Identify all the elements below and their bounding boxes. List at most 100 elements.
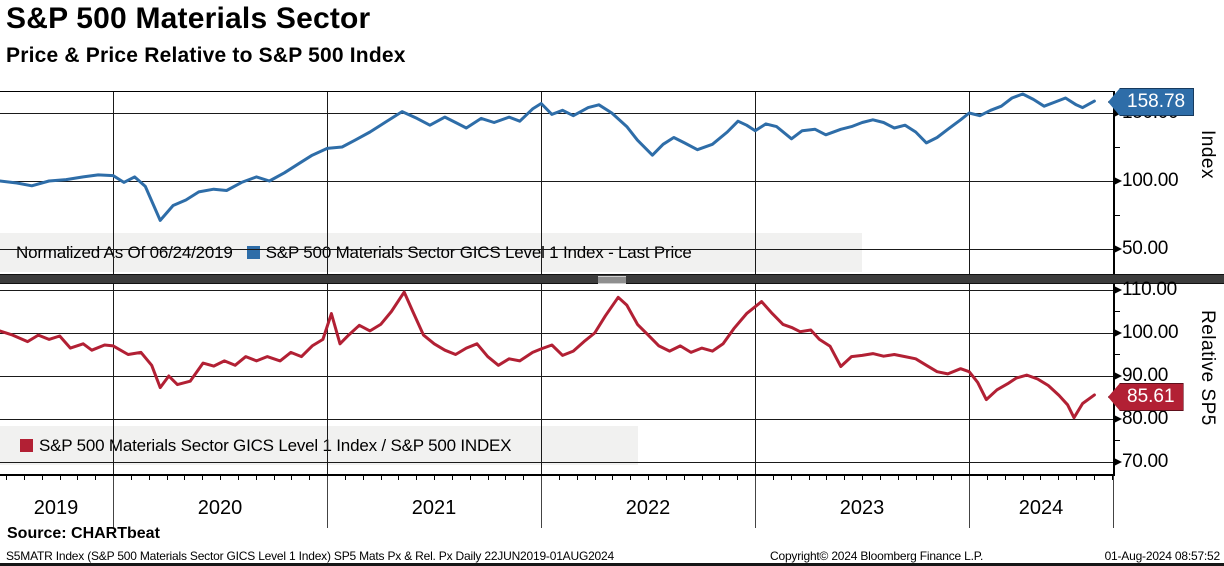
footer-ticker-info: S5MATR Index (S&P 500 Materials Sector G… bbox=[6, 549, 614, 563]
gridline-horizontal bbox=[0, 181, 1113, 182]
month-tick bbox=[398, 476, 400, 480]
year-label: 2021 bbox=[411, 497, 457, 519]
footer-timestamp: 01-Aug-2024 08:57:52 bbox=[1104, 549, 1221, 563]
ytick-label: 110.00 bbox=[1122, 279, 1177, 300]
month-tick bbox=[951, 476, 953, 480]
year-label: 2020 bbox=[197, 497, 243, 519]
month-tick bbox=[844, 476, 846, 480]
x-axis-line bbox=[0, 474, 1115, 476]
month-tick bbox=[380, 476, 382, 480]
month-tick bbox=[237, 476, 239, 480]
year-label: 2022 bbox=[625, 497, 671, 519]
month-tick bbox=[59, 476, 61, 480]
ytick-label: 50.00 bbox=[1122, 238, 1169, 259]
year-separator bbox=[113, 476, 114, 528]
year-separator bbox=[1113, 476, 1114, 528]
year-separator bbox=[969, 476, 970, 528]
month-tick bbox=[95, 476, 97, 480]
year-separator bbox=[755, 476, 756, 528]
month-tick bbox=[434, 476, 435, 480]
last-price-badge-relative[interactable]: 85.61 bbox=[1108, 383, 1184, 411]
month-tick bbox=[220, 476, 221, 480]
month-tick bbox=[77, 476, 79, 480]
source-line: Source: CHARTbeat bbox=[7, 525, 160, 542]
tick-arrow-icon bbox=[1114, 372, 1122, 380]
ytick-label: 100.00 bbox=[1122, 170, 1179, 191]
month-tick bbox=[683, 476, 685, 480]
year-label: 2023 bbox=[839, 497, 885, 519]
month-tick bbox=[1093, 476, 1095, 480]
month-tick bbox=[523, 476, 525, 480]
minor-tick bbox=[1114, 354, 1120, 355]
month-tick bbox=[309, 476, 311, 480]
month-tick bbox=[1022, 476, 1024, 480]
bottom-axis-caption: Relative SP5 bbox=[1197, 310, 1218, 426]
month-tick bbox=[1040, 476, 1042, 480]
gridline-horizontal bbox=[0, 333, 1113, 334]
month-tick bbox=[291, 476, 293, 480]
month-tick bbox=[594, 476, 596, 480]
panel-resize-handle-icon[interactable] bbox=[598, 276, 626, 284]
month-tick bbox=[719, 476, 721, 480]
gridline-horizontal bbox=[0, 462, 1113, 463]
month-tick bbox=[6, 476, 7, 480]
month-tick bbox=[255, 476, 257, 480]
gridline-horizontal bbox=[0, 290, 1113, 291]
month-tick bbox=[790, 476, 792, 480]
month-tick bbox=[915, 476, 917, 480]
minor-tick bbox=[1114, 147, 1120, 148]
ytick-label: 70.00 bbox=[1122, 451, 1169, 472]
month-tick bbox=[986, 476, 988, 480]
tick-arrow-icon bbox=[1114, 286, 1122, 294]
month-tick bbox=[184, 476, 186, 480]
gridline-horizontal bbox=[0, 376, 1113, 377]
month-tick bbox=[202, 476, 204, 480]
year-label: 2024 bbox=[1018, 497, 1064, 519]
month-tick bbox=[701, 476, 703, 480]
month-tick bbox=[1111, 476, 1113, 480]
tick-arrow-icon bbox=[1114, 177, 1122, 185]
ytick-label: 90.00 bbox=[1122, 365, 1169, 386]
normalized-note: Normalized As Of 06/24/2019 bbox=[16, 242, 233, 262]
month-tick bbox=[648, 476, 649, 480]
month-tick bbox=[148, 476, 150, 480]
month-tick bbox=[558, 476, 560, 480]
year-separator bbox=[541, 476, 542, 528]
month-tick bbox=[362, 476, 364, 480]
tick-arrow-icon bbox=[1114, 415, 1122, 423]
month-tick bbox=[487, 476, 489, 480]
month-tick bbox=[41, 476, 43, 480]
ytick-label: 80.00 bbox=[1122, 408, 1169, 429]
month-tick bbox=[665, 476, 667, 480]
month-tick bbox=[897, 476, 899, 480]
last-price-badge-index[interactable]: 158.78 bbox=[1108, 88, 1195, 116]
bottom-legend-band[interactable]: S&P 500 Materials Sector GICS Level 1 In… bbox=[0, 426, 638, 465]
top-legend-band[interactable]: Normalized As Of 06/24/2019 S&P 500 Mate… bbox=[0, 233, 862, 272]
month-tick bbox=[1004, 476, 1006, 480]
minor-tick bbox=[1114, 440, 1120, 441]
year-label: 2019 bbox=[33, 497, 79, 519]
relative-sp5-line[interactable] bbox=[0, 290, 1096, 420]
month-tick bbox=[862, 476, 863, 480]
month-tick bbox=[1076, 476, 1077, 480]
top-panel-border bbox=[0, 91, 1113, 92]
month-tick bbox=[451, 476, 453, 480]
bottom-legend-series-label: S&P 500 Materials Sector GICS Level 1 In… bbox=[39, 435, 512, 455]
month-tick bbox=[1058, 476, 1060, 480]
ytick-label: 100.00 bbox=[1122, 322, 1179, 343]
month-tick bbox=[933, 476, 935, 480]
year-separator bbox=[327, 476, 328, 528]
minor-tick bbox=[1114, 215, 1120, 216]
page-title: S&P 500 Materials Sector bbox=[6, 2, 371, 35]
top-axis-caption: Index bbox=[1197, 130, 1218, 179]
month-tick bbox=[23, 476, 25, 480]
month-tick bbox=[505, 476, 507, 480]
month-tick bbox=[772, 476, 774, 480]
month-tick bbox=[630, 476, 632, 480]
page-subtitle: Price & Price Relative to S&P 500 Index bbox=[6, 44, 406, 67]
tick-arrow-icon bbox=[1114, 458, 1122, 466]
month-tick bbox=[576, 476, 578, 480]
minor-tick bbox=[1114, 311, 1120, 312]
month-tick bbox=[273, 476, 275, 480]
month-tick bbox=[612, 476, 614, 480]
